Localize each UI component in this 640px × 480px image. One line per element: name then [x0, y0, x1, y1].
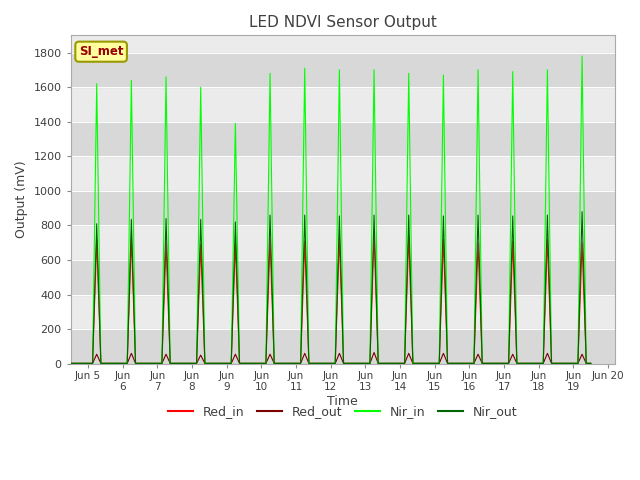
- Legend: Red_in, Red_out, Nir_in, Nir_out: Red_in, Red_out, Nir_in, Nir_out: [163, 400, 523, 423]
- Text: SI_met: SI_met: [79, 45, 124, 58]
- Bar: [70, 122, 615, 156]
- Bar: [70, 191, 615, 226]
- X-axis label: Time: Time: [328, 395, 358, 408]
- Title: LED NDVI Sensor Output: LED NDVI Sensor Output: [249, 15, 436, 30]
- Y-axis label: Output (mV): Output (mV): [15, 161, 28, 239]
- Bar: [70, 53, 615, 87]
- Bar: [70, 329, 615, 364]
- Bar: [70, 260, 615, 295]
